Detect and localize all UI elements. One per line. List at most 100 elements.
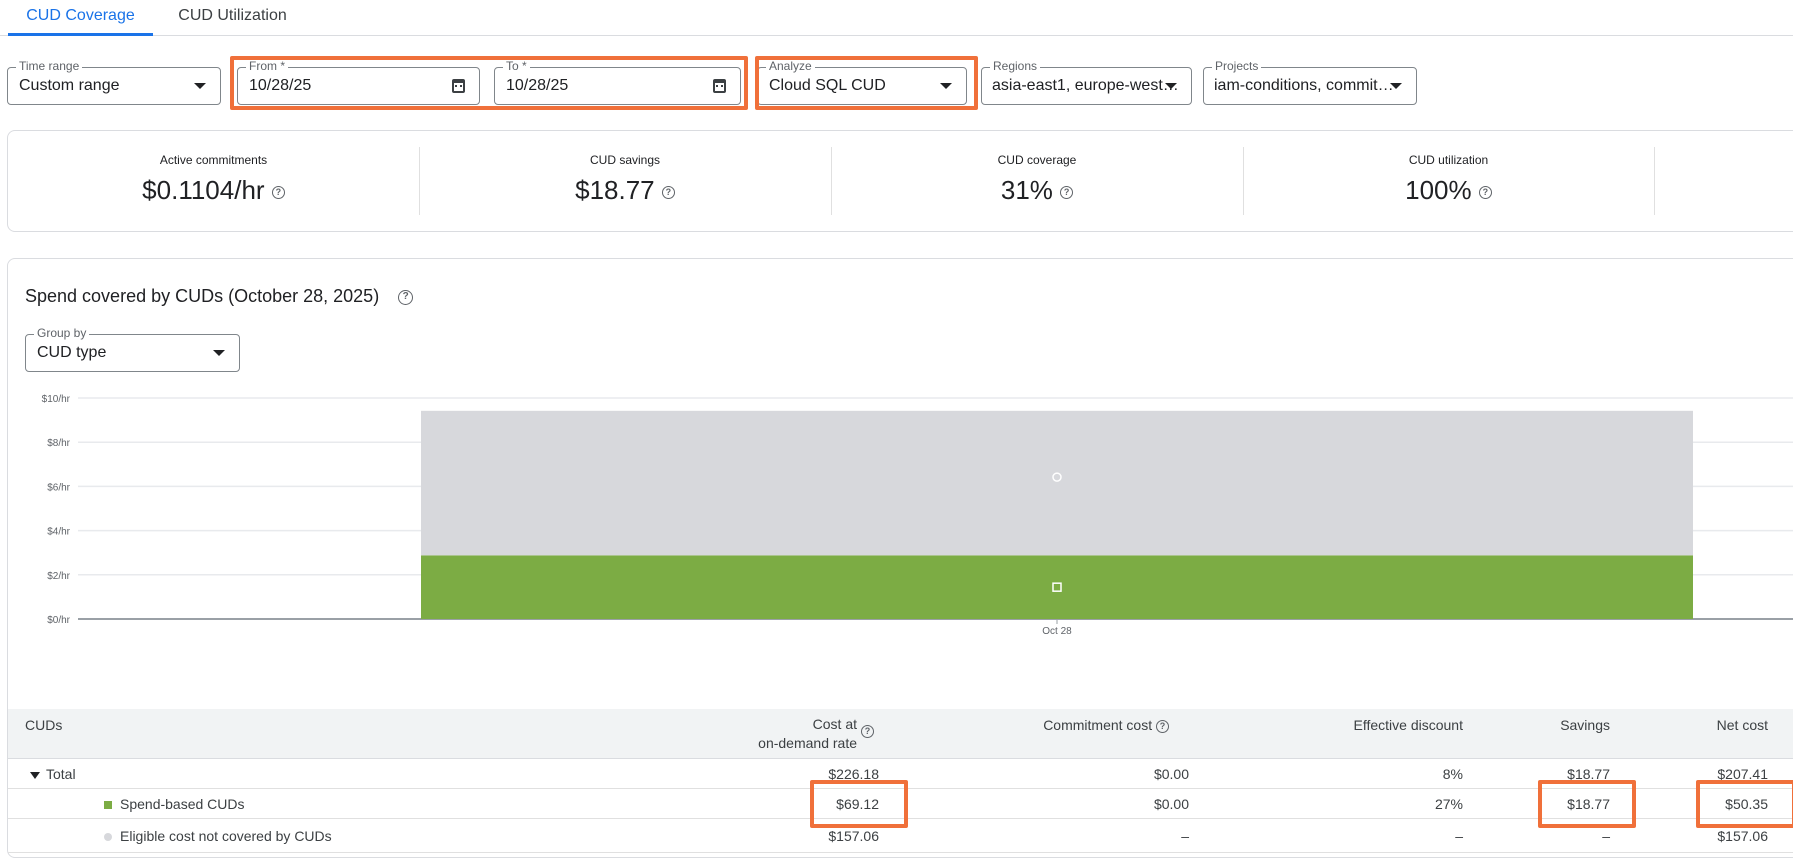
divider [1654,147,1655,215]
kpi-value: 31% [1000,175,1053,205]
dropdown-arrow-icon [1165,83,1177,89]
kpi-cud-coverage: CUD coverage 31% ? [831,131,1243,231]
tab-cud-coverage[interactable]: CUD Coverage [8,0,153,36]
to-label: To * [503,59,530,73]
row-name: Eligible cost not covered by CUDs [104,821,332,851]
kpi-value: $18.77 [575,175,655,205]
cell-commitment: – [1181,828,1189,844]
cell-discount: 8% [1442,766,1463,782]
time-range-select[interactable]: Time range Custom range [7,59,221,105]
to-date-input[interactable]: To * 10/28/25 [494,59,741,105]
to-value: 10/28/25 [506,77,569,94]
legend-square-icon [104,801,112,810]
header-commitment-text: Commitment cost [1043,717,1153,733]
cell-commitment: $0.00 [1153,766,1189,782]
cell-cost: $69.12 [836,796,879,812]
projects-select[interactable]: Projects iam-conditions, commit… [1203,59,1417,105]
cell-net: $207.41 [1717,766,1768,782]
help-icon[interactable]: ? [271,185,285,199]
kpi-cud-utilization: CUD utilization 100% ? [1243,131,1654,231]
header-cost-on-demand[interactable]: Cost at on-demand rate [650,715,857,753]
kpi-label: CUD coverage [997,153,1077,167]
dropdown-arrow-icon [194,83,206,89]
help-icon[interactable]: ? [861,725,874,738]
calendar-icon[interactable] [713,79,726,93]
y-tick-label: $6/hr [47,482,70,493]
from-label: From * [246,59,288,73]
cell-discount: – [1455,828,1463,844]
table-row[interactable] [8,789,1793,819]
dropdown-arrow-icon [1390,83,1402,89]
circle-marker-icon [1052,472,1062,482]
header-cuds: CUDs [25,717,63,733]
row-name-text: Total [46,766,76,782]
from-date-input[interactable]: From * 10/28/25 [237,59,480,105]
tab-bar: CUD Coverage CUD Utilization [0,0,1793,36]
bar-spend-based-cuds [421,555,1693,619]
group-by-label: Group by [34,326,90,340]
highlight-analyze [755,56,978,110]
kpi-label: CUD savings [589,153,661,167]
header-cost-line1: Cost at [812,716,857,732]
from-value: 10/28/25 [249,77,312,94]
time-range-label: Time range [16,59,83,73]
divider [1243,147,1244,215]
row-name: Spend-based CUDs [104,789,245,819]
tab-cud-utilization[interactable]: CUD Utilization [178,7,287,24]
header-effective-discount[interactable]: Effective discount [1353,717,1463,733]
y-tick-label: $8/hr [47,438,70,449]
kpi-value: 100% [1405,175,1472,205]
analyze-value: Cloud SQL CUD [769,77,886,94]
expand-triangle-icon[interactable] [30,771,40,779]
help-icon[interactable]: ? [661,185,675,199]
regions-select[interactable]: Regions asia-east1, europe-west… [981,59,1192,105]
x-tick-label: Oct 28 [1042,626,1072,637]
kpi-active-commitments: Active commitments $0.1104/hr ? [8,131,419,231]
cell-commitment: $0.00 [1153,796,1189,812]
y-tick-label: $0/hr [47,615,70,626]
kpi-summary-card: Active commitments $0.1104/hr ? CUD savi… [7,130,1793,232]
help-icon[interactable]: ? [398,289,414,305]
bar-eligible-not-covered [421,410,1693,556]
highlight-net-cost [1696,780,1793,828]
group-by-select[interactable]: Group by CUD type [25,326,240,372]
header-net-cost[interactable]: Net cost [1716,717,1768,733]
kpi-label: CUD utilization [1408,153,1489,167]
y-tick-label: $2/hr [47,571,70,582]
help-icon[interactable]: ? [1156,719,1169,733]
cell-savings: – [1602,828,1610,844]
y-tick-label: $10/hr [42,394,71,405]
legend-dot-icon [104,833,112,842]
calendar-icon[interactable] [452,79,465,93]
help-icon[interactable]: ? [1478,185,1492,199]
cell-discount: 27% [1434,796,1463,812]
projects-label: Projects [1212,59,1262,73]
help-icon[interactable]: ? [1060,185,1074,199]
row-name-text: Spend-based CUDs [120,796,245,812]
highlight-savings [1538,780,1636,828]
y-tick-label: $4/hr [47,527,70,538]
spend-chart: $0/hr $2/hr $4/hr $6/hr $8/hr $10/hr Oct 28 [42,394,1793,637]
header-savings[interactable]: Savings [1560,717,1610,733]
analyze-select[interactable]: Analyze Cloud SQL CUD [757,59,967,105]
row-name[interactable]: Total [30,759,76,789]
cell-net: $50.35 [1725,796,1768,812]
divider [419,147,420,215]
analyze-label: Analyze [766,59,815,73]
highlight-cost [810,780,908,828]
highlight-date-range [230,56,748,110]
header-commitment-cost[interactable]: Commitment cost ? [950,717,1169,733]
cell-savings: $18.77 [1567,796,1610,812]
group-by-value: CUD type [37,344,107,361]
chart-title-text: Spend covered by CUDs (October 28, 2025) [25,286,380,306]
table-row[interactable] [8,759,1793,789]
table-row[interactable] [8,821,1793,853]
kpi-label: Active commitments [159,153,268,167]
cell-net: $157.06 [1717,828,1768,844]
time-range-value: Custom range [19,77,120,94]
header-cost-line2: on-demand rate [758,735,857,751]
cell-savings: $18.77 [1567,766,1610,782]
kpi-value: $0.1104/hr [142,175,265,205]
regions-value: asia-east1, europe-west… [992,77,1179,94]
projects-value: iam-conditions, commit… [1214,77,1394,94]
